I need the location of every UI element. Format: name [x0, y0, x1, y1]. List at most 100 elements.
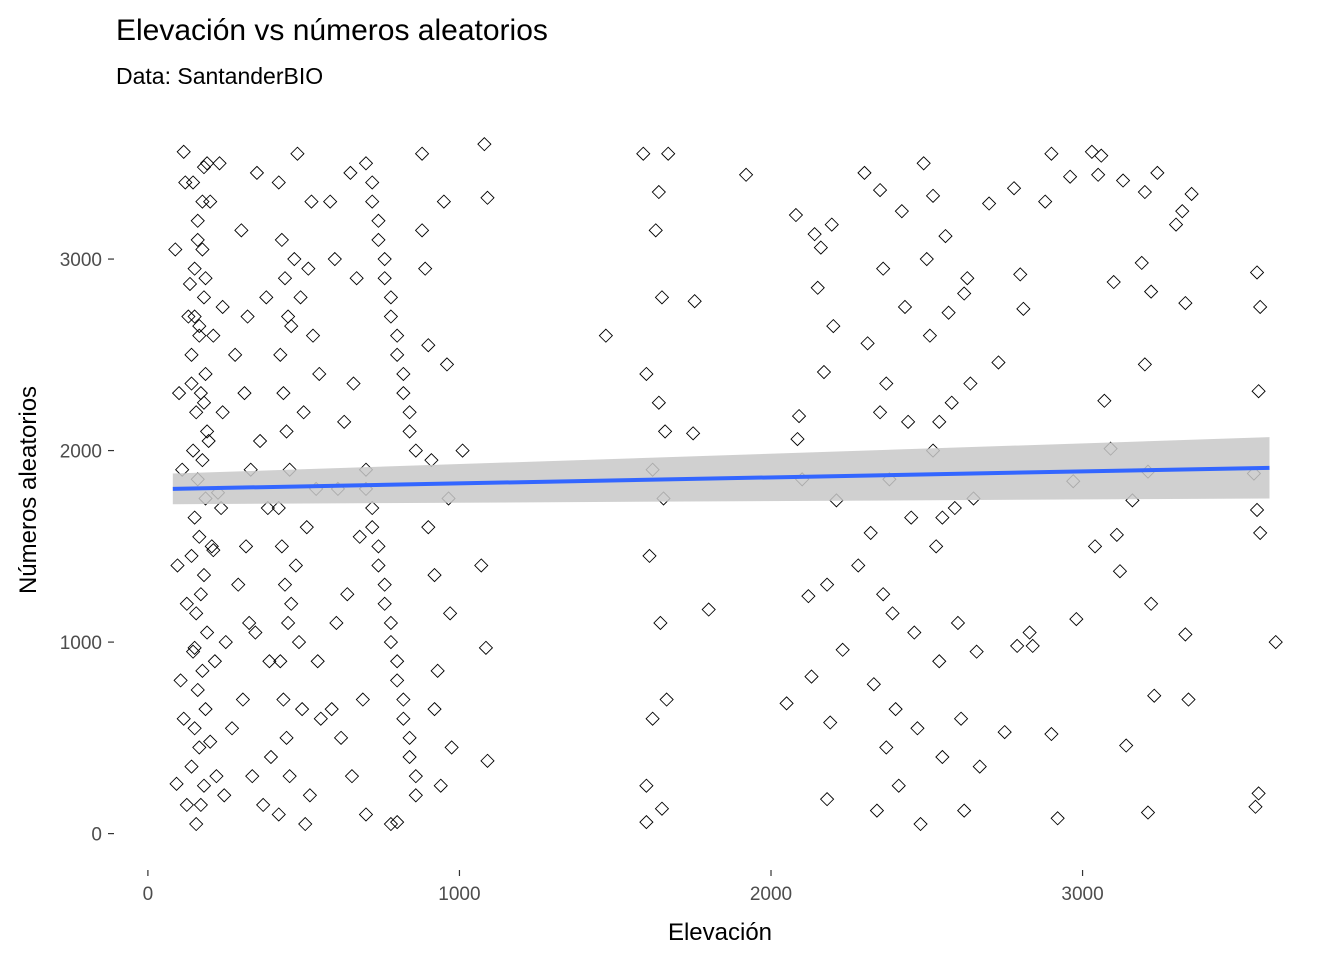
data-point: [907, 625, 922, 640]
data-point: [659, 692, 674, 707]
data-point: [823, 715, 838, 730]
data-point: [935, 510, 950, 525]
data-point: [925, 188, 941, 203]
data-point: [1143, 284, 1159, 299]
data-point: [282, 769, 297, 784]
data-point: [199, 156, 215, 171]
data-point: [365, 500, 380, 516]
data-point: [184, 376, 199, 391]
data-point: [238, 539, 254, 554]
data-point: [196, 159, 212, 175]
data-point: [1084, 144, 1100, 159]
data-point: [1181, 692, 1196, 707]
data-point: [185, 175, 201, 190]
data-point: [835, 642, 850, 657]
data-point: [346, 376, 361, 391]
data-point: [256, 797, 271, 813]
data-point: [189, 606, 204, 621]
data-point: [383, 634, 399, 650]
data-point: [997, 724, 1012, 740]
data-point: [206, 543, 221, 558]
data-point: [1044, 726, 1059, 742]
data-point: [1062, 169, 1078, 184]
data-point: [957, 803, 972, 818]
data-point: [389, 673, 405, 688]
data-point: [185, 644, 201, 659]
data-point: [885, 606, 900, 621]
data-point: [1044, 146, 1059, 161]
data-point: [402, 730, 417, 745]
data-point: [651, 184, 666, 200]
data-point: [1006, 181, 1022, 196]
data-point: [947, 500, 962, 516]
data-point: [176, 711, 191, 726]
data-point: [217, 788, 232, 803]
data-point: [1009, 638, 1025, 654]
data-point: [310, 654, 325, 669]
data-point: [259, 290, 274, 305]
data-point: [276, 385, 291, 401]
data-point: [276, 692, 291, 707]
data-point: [192, 740, 207, 755]
data-point: [648, 223, 663, 238]
x-tick-label: 0: [143, 884, 154, 905]
data-point: [252, 433, 268, 449]
data-point: [935, 749, 950, 765]
data-point: [260, 500, 275, 516]
data-point: [389, 654, 405, 669]
data-point: [312, 366, 327, 382]
data-point: [299, 520, 314, 535]
data-point: [173, 673, 188, 688]
data-point: [273, 347, 288, 362]
data-point: [206, 328, 221, 343]
data-point: [879, 740, 894, 755]
data-point: [358, 156, 374, 171]
data-point: [209, 769, 224, 784]
data-point: [474, 558, 489, 573]
data-point: [414, 146, 430, 161]
data-point: [654, 290, 670, 305]
data-point: [876, 261, 891, 276]
data-point: [237, 385, 252, 401]
data-point: [184, 759, 199, 774]
data-point: [271, 500, 286, 516]
data-point: [324, 701, 339, 717]
data-point: [196, 778, 212, 793]
data-point: [190, 213, 205, 228]
data-point: [199, 625, 215, 640]
data-point: [913, 816, 928, 832]
data-point: [195, 453, 210, 468]
data-point: [383, 615, 399, 631]
data-point: [701, 602, 716, 617]
data-point: [204, 539, 219, 554]
data-point: [653, 615, 668, 631]
data-point: [273, 654, 288, 669]
data-point: [245, 769, 260, 784]
data-point: [433, 778, 448, 793]
data-point: [190, 232, 205, 248]
data-point: [860, 336, 875, 351]
data-point: [340, 587, 355, 602]
data-point: [377, 596, 392, 611]
data-point: [301, 261, 316, 276]
data-point: [687, 294, 702, 309]
data-point: [189, 405, 204, 420]
data-point: [1249, 502, 1265, 518]
data-point: [187, 510, 202, 525]
data-point: [302, 788, 318, 803]
data-point: [284, 596, 299, 611]
data-point: [389, 814, 405, 830]
data-point: [1038, 194, 1053, 209]
data-point: [343, 165, 358, 181]
data-point: [442, 606, 458, 621]
data-point: [963, 376, 978, 391]
data-point: [207, 654, 223, 669]
data-point: [337, 414, 352, 429]
data-point: [427, 567, 442, 583]
data-point: [290, 146, 305, 161]
data-point: [215, 299, 230, 315]
data-point: [279, 730, 294, 745]
data-point: [738, 167, 754, 182]
data-point: [187, 309, 202, 324]
data-point: [358, 807, 374, 822]
